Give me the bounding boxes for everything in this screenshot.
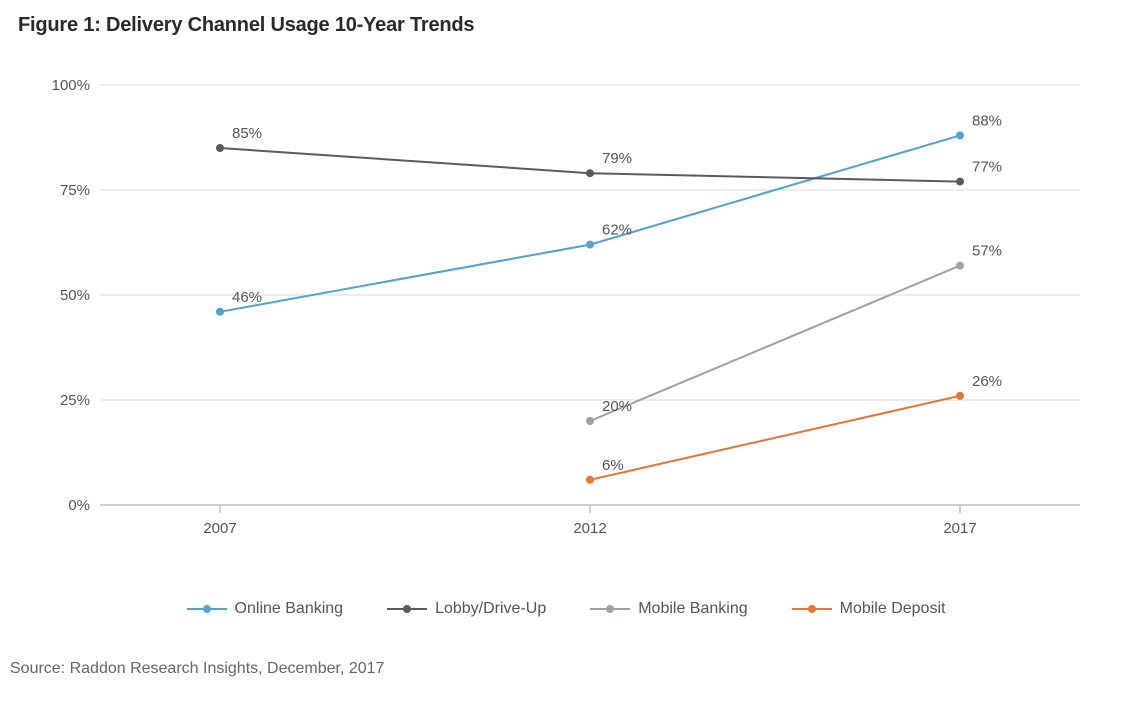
legend-swatch bbox=[387, 601, 427, 617]
series-line bbox=[590, 396, 960, 480]
data-label: 6% bbox=[602, 457, 624, 474]
data-label: 46% bbox=[232, 289, 262, 306]
data-point bbox=[216, 144, 224, 152]
data-label: 20% bbox=[602, 398, 632, 415]
data-label: 26% bbox=[972, 373, 1002, 390]
y-axis-label: 50% bbox=[60, 287, 90, 304]
y-axis-label: 75% bbox=[60, 182, 90, 199]
data-label: 88% bbox=[972, 112, 1002, 129]
legend-label: Mobile Banking bbox=[638, 600, 747, 618]
chart-container: { "title": "Figure 1: Delivery Channel U… bbox=[0, 0, 1132, 706]
data-label: 57% bbox=[972, 243, 1002, 260]
data-point bbox=[586, 476, 594, 484]
legend-item: Lobby/Drive-Up bbox=[387, 600, 546, 618]
legend-item: Mobile Banking bbox=[590, 600, 747, 618]
data-point bbox=[956, 131, 964, 139]
legend-item: Online Banking bbox=[187, 600, 344, 618]
data-label: 85% bbox=[232, 125, 262, 142]
data-label: 79% bbox=[602, 150, 632, 167]
series-line bbox=[220, 135, 960, 311]
data-point bbox=[956, 392, 964, 400]
legend: Online Banking Lobby/Drive-Up Mobile Banki… bbox=[0, 600, 1132, 618]
legend-label: Lobby/Drive-Up bbox=[435, 600, 546, 618]
legend-item: Mobile Deposit bbox=[792, 600, 946, 618]
legend-label: Online Banking bbox=[235, 600, 344, 618]
x-axis-label: 2007 bbox=[203, 520, 236, 537]
source-caption: Source: Raddon Research Insights, Decemb… bbox=[10, 660, 384, 678]
y-axis-label: 25% bbox=[60, 392, 90, 409]
legend-label: Mobile Deposit bbox=[840, 600, 946, 618]
y-axis-label: 0% bbox=[68, 497, 90, 514]
y-axis-label: 100% bbox=[52, 77, 90, 94]
data-point bbox=[956, 262, 964, 270]
data-point bbox=[586, 417, 594, 425]
line-chart: 0%25%50%75%100%20072012201746%62%88%85%7… bbox=[60, 75, 1110, 565]
legend-swatch bbox=[792, 601, 832, 617]
x-axis-label: 2012 bbox=[573, 520, 606, 537]
data-label: 77% bbox=[972, 159, 1002, 176]
data-label: 62% bbox=[602, 222, 632, 239]
data-point bbox=[586, 169, 594, 177]
data-point bbox=[586, 241, 594, 249]
legend-swatch bbox=[187, 601, 227, 617]
series-line bbox=[590, 266, 960, 421]
data-point bbox=[216, 308, 224, 316]
data-point bbox=[956, 178, 964, 186]
plot-area: 0%25%50%75%100%20072012201746%62%88%85%7… bbox=[60, 75, 1110, 565]
legend-swatch bbox=[590, 601, 630, 617]
chart-title: Figure 1: Delivery Channel Usage 10-Year… bbox=[18, 14, 474, 37]
x-axis-label: 2017 bbox=[943, 520, 976, 537]
